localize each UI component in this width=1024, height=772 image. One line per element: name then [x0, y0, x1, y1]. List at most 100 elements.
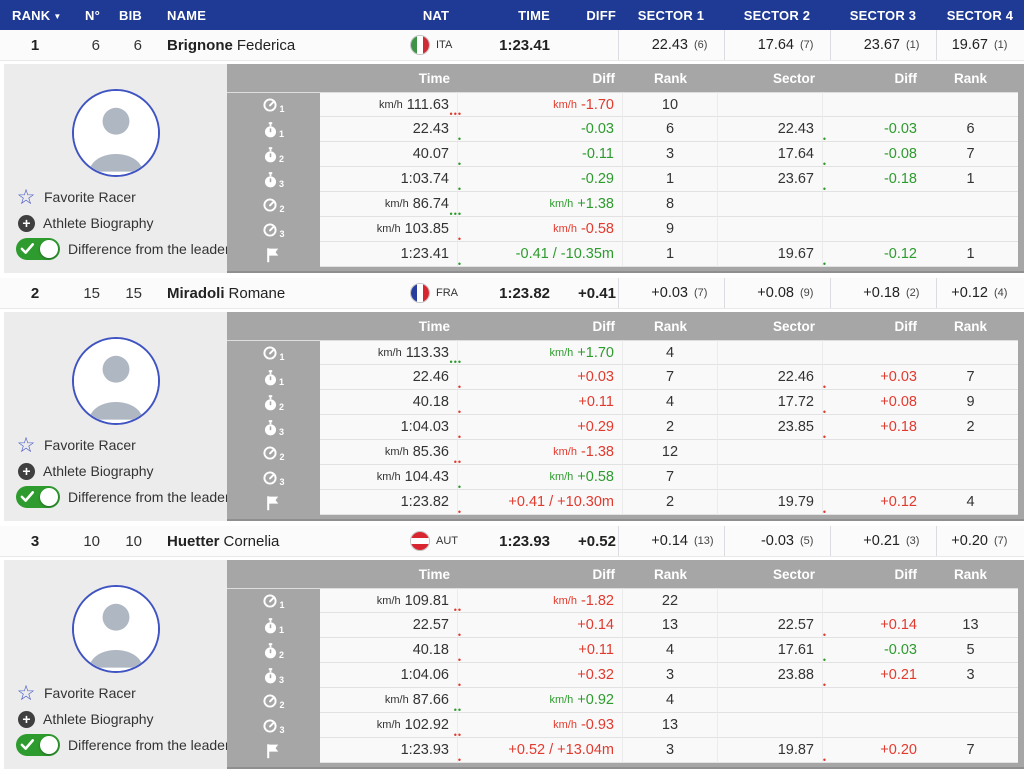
- split-time-row: 1 km/h 111.63 ••• km/h -1.70 10: [227, 92, 1018, 119]
- time-value: 85.36: [412, 444, 449, 460]
- sector-rank: (5): [800, 535, 814, 547]
- athlete-actions: ☆ Favorite Racer + Athlete Biography: [4, 682, 230, 756]
- split-time-row: 3 1:04.06 • +0.32 3 23.88 • +0.21 3: [227, 663, 1018, 690]
- racer-total-time: 1:23.41: [499, 36, 550, 54]
- measure-index: 2: [278, 650, 284, 660]
- time-value: 40.07: [412, 146, 449, 162]
- favorite-racer-button[interactable]: ☆ Favorite Racer: [16, 682, 227, 704]
- difference-toggle[interactable]: [16, 486, 60, 508]
- racer-summary-row[interactable]: 3 10 10 Huetter Cornelia AUT 1:23.93 +0.5…: [0, 526, 1024, 557]
- racer-summary-row[interactable]: 2 15 15 Miradoli Romane FRA 1:23.82 +0.41…: [0, 278, 1024, 309]
- measure-icon-cell: 1: [227, 588, 320, 613]
- racer-total-diff: +0.52: [578, 532, 616, 550]
- sector-4-result: +0.20 (7): [936, 526, 1024, 556]
- speed-unit-label: km/h: [376, 223, 401, 235]
- split-times-table: Time Diff Rank Sector Diff Rank 1 km/h 1…: [227, 560, 1018, 765]
- sector-diff-cell: -0.08: [823, 142, 923, 167]
- athlete-avatar[interactable]: [71, 337, 160, 425]
- speed-unit-label: km/h: [549, 471, 574, 483]
- split-time-row: 1 22.46 • +0.03 7 22.46 • +0.03 7: [227, 365, 1018, 392]
- diff-cell: -0.03: [458, 117, 623, 142]
- rank-cell: 2: [623, 490, 718, 515]
- measure-icon-cell: 3: [227, 167, 320, 192]
- split-time-row: 2 km/h 85.36 •• km/h -1.38 12: [227, 440, 1018, 467]
- speedometer-icon: [262, 693, 278, 709]
- sector-1-result: 22.43 (6): [618, 30, 724, 60]
- difference-toggle-row[interactable]: Difference from the leader: [16, 734, 230, 756]
- trend-dots: •: [457, 482, 462, 492]
- time-value: 104.43: [404, 469, 449, 485]
- sector-time-value: 22.43: [777, 121, 814, 137]
- sector-time-cell: [718, 192, 823, 217]
- racer-detail-panel: ☆ Favorite Racer + Athlete Biography: [0, 560, 1024, 769]
- sector-value: -0.03: [760, 533, 794, 549]
- measure-icon-cell: 3: [227, 663, 320, 688]
- diff-cell: -0.11: [458, 142, 623, 167]
- header-rank[interactable]: RANK ▼: [0, 8, 70, 23]
- speed-unit-label: km/h: [384, 446, 409, 458]
- measure-icon-cell: 2: [227, 638, 320, 663]
- trend-dots: •: [457, 507, 462, 517]
- racer-summary-row[interactable]: 1 6 6 Brignone Federica ITA 1:23.41 22.43…: [0, 30, 1024, 61]
- measure-index: 3: [279, 477, 285, 487]
- stopwatch-icon: [263, 642, 278, 659]
- time-value: 1:04.06: [400, 667, 449, 683]
- measure-index: 1: [279, 352, 285, 362]
- sector-diff-cell: [823, 588, 923, 613]
- measure-icon-cell: [227, 242, 320, 267]
- sector-rank-cell: 13: [923, 613, 1018, 638]
- sector-rank-cell: 7: [923, 142, 1018, 167]
- stopwatch-icon: [263, 171, 278, 188]
- speed-unit-label: km/h: [384, 198, 409, 210]
- difference-toggle[interactable]: [16, 238, 60, 260]
- difference-toggle-label: Difference from the leader: [68, 241, 230, 257]
- racer-number: 6: [91, 36, 100, 54]
- difference-toggle[interactable]: [16, 734, 60, 756]
- sector-value: +0.20: [951, 533, 988, 549]
- measure-index: 1: [278, 129, 284, 139]
- sector-rank-cell: 1: [923, 167, 1018, 192]
- time-cell: km/h 86.74 •••: [320, 192, 461, 219]
- athlete-avatar[interactable]: [71, 585, 160, 673]
- header-sector-2: SECTOR 2: [743, 7, 811, 23]
- subheader-diff: Diff: [592, 70, 616, 86]
- split-time-row: 2 40.07 • -0.11 3 17.64 • -0.08 7: [227, 142, 1018, 169]
- favorite-racer-button[interactable]: ☆ Favorite Racer: [16, 186, 227, 208]
- rank-cell: 8: [623, 192, 718, 217]
- athlete-biography-button[interactable]: + Athlete Biography: [16, 460, 227, 482]
- trend-dots: ••: [453, 705, 462, 715]
- sector-diff-cell: [823, 92, 923, 117]
- trend-dots: •: [822, 432, 827, 442]
- speed-unit-label: km/h: [553, 719, 577, 731]
- sector-rank-cell: 5: [923, 638, 1018, 663]
- sector-rank-cell: [923, 92, 1018, 117]
- time-cell: km/h 109.81 ••: [320, 588, 461, 615]
- diff-value: +0.52 / +13.04m: [508, 742, 614, 758]
- athlete-biography-button[interactable]: + Athlete Biography: [16, 708, 227, 730]
- favorite-racer-button[interactable]: ☆ Favorite Racer: [16, 434, 227, 456]
- racer-rank: 2: [30, 284, 40, 302]
- athlete-avatar[interactable]: [71, 89, 160, 177]
- difference-toggle-row[interactable]: Difference from the leader: [16, 238, 230, 260]
- speed-unit-label: km/h: [553, 594, 577, 607]
- sector-diff-cell: -0.03: [823, 117, 923, 142]
- sector-rank: (9): [800, 287, 814, 299]
- diff-cell: +0.14: [458, 613, 623, 638]
- flag-stripe: [411, 538, 429, 544]
- sector-time-value: 17.64: [777, 146, 814, 162]
- racer-rank: 3: [30, 532, 40, 550]
- sector-time-cell: [718, 713, 823, 738]
- difference-toggle-row[interactable]: Difference from the leader: [16, 486, 230, 508]
- finish-flag-icon: [265, 743, 281, 759]
- racer-block: 3 10 10 Huetter Cornelia AUT 1:23.93 +0.5…: [0, 526, 1024, 769]
- sector-time-value: 22.57: [777, 617, 814, 633]
- measure-icon-cell: 1: [227, 92, 320, 117]
- time-value: 113.33: [405, 344, 449, 361]
- sector-time-value: 17.72: [777, 394, 814, 410]
- sector-time-value: 23.67: [777, 171, 814, 187]
- diff-value: +0.29: [577, 419, 614, 435]
- sector-rank-cell: 7: [923, 365, 1018, 390]
- athlete-biography-button[interactable]: + Athlete Biography: [16, 212, 227, 234]
- speedometer-icon: [262, 593, 278, 609]
- racer-first-name: Cornelia: [223, 532, 280, 550]
